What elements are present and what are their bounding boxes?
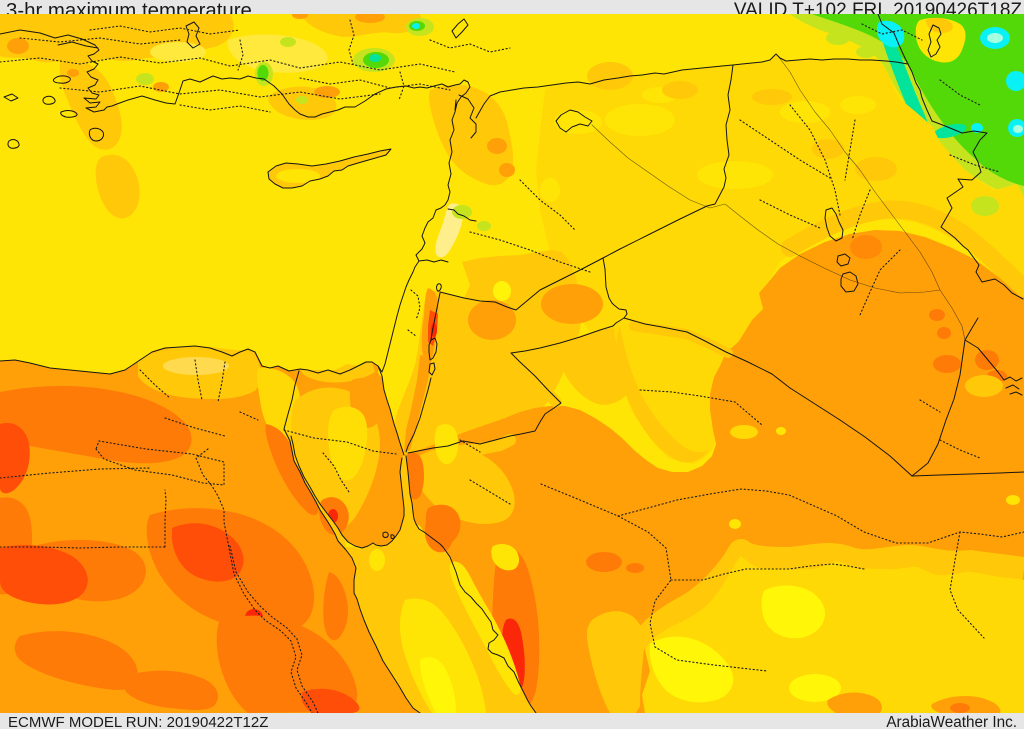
- svg-text:VALID T+102 FRI, 20190426T18Z: VALID T+102 FRI, 20190426T18Z: [734, 0, 1023, 21]
- svg-text:3-hr maximum temperature: 3-hr maximum temperature: [6, 0, 252, 22]
- svg-text:ArabiaWeather Inc.: ArabiaWeather Inc.: [886, 714, 1017, 729]
- svg-text:ECMWF MODEL RUN: 20190422T12Z: ECMWF MODEL RUN: 20190422T12Z: [8, 714, 268, 729]
